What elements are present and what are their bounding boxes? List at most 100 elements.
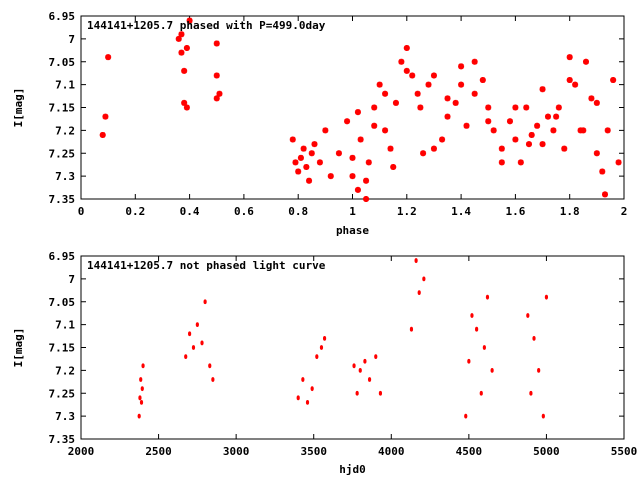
data-point	[444, 95, 451, 102]
y-tick-label: 7.05	[49, 296, 76, 309]
data-point	[297, 154, 304, 161]
data-point	[213, 95, 220, 102]
y-tick-label: 7	[68, 273, 75, 286]
data-point	[420, 150, 427, 157]
data-point	[615, 159, 622, 166]
x-tick-label: 3500	[300, 445, 327, 458]
data-point	[479, 390, 483, 396]
data-point	[528, 131, 535, 138]
data-point	[213, 72, 220, 79]
data-point	[183, 45, 190, 52]
data-point	[203, 299, 207, 305]
data-point	[208, 363, 212, 369]
data-point	[349, 154, 356, 161]
data-point	[544, 113, 551, 120]
data-point	[371, 122, 378, 129]
data-point	[403, 67, 410, 74]
data-point	[430, 72, 437, 79]
data-point	[355, 390, 359, 396]
data-point	[175, 35, 182, 42]
data-point	[463, 122, 470, 129]
data-point	[105, 54, 112, 61]
data-point	[464, 413, 468, 419]
y-tick-label: 7.35	[49, 193, 76, 206]
data-point	[498, 145, 505, 152]
y-tick-label: 7.05	[49, 56, 76, 69]
y-axis-label: I[mag]	[12, 328, 25, 368]
y-tick-label: 7.2	[55, 124, 75, 137]
data-point	[305, 400, 310, 405]
y-tick-label: 6.95	[49, 10, 76, 23]
data-point	[553, 113, 560, 120]
data-point	[517, 159, 524, 166]
data-point	[532, 335, 536, 341]
data-point	[475, 326, 479, 332]
data-point	[303, 163, 310, 170]
data-point	[444, 113, 451, 120]
data-point	[139, 400, 144, 405]
data-point	[387, 145, 394, 152]
data-point	[485, 104, 492, 111]
y-tick-label: 7.35	[49, 433, 76, 446]
y-tick-label: 7.25	[49, 147, 76, 160]
x-tick-label: 0.4	[180, 205, 200, 218]
data-point	[357, 136, 364, 143]
y-tick-label: 7	[68, 33, 75, 46]
data-point	[566, 77, 573, 84]
x-tick-label: 5000	[533, 445, 560, 458]
data-point	[580, 127, 587, 134]
x-tick-label: 1	[349, 205, 356, 218]
data-point	[138, 395, 142, 401]
data-point	[102, 113, 109, 120]
data-point	[537, 367, 541, 373]
data-point	[482, 345, 486, 350]
data-point	[422, 276, 426, 282]
data-point	[308, 150, 315, 157]
data-point	[296, 395, 300, 401]
data-point	[315, 354, 319, 360]
data-point	[506, 118, 513, 125]
data-point	[335, 150, 342, 157]
data-point	[544, 294, 549, 300]
data-point	[425, 81, 432, 88]
data-point	[213, 40, 220, 47]
x-axis-label: phase	[336, 224, 369, 237]
data-point	[378, 390, 383, 396]
chart-panel-2: 2000 2500 3000 3500 4000 4500 5000 5500 6.95 7 7.0…	[12, 250, 637, 476]
data-point	[178, 31, 185, 38]
data-point	[409, 326, 414, 332]
plot-frame	[80, 15, 625, 200]
data-point	[534, 122, 541, 129]
data-point	[99, 131, 106, 138]
data-point	[604, 127, 611, 134]
data-point	[566, 54, 573, 61]
data-point	[392, 99, 399, 106]
data-point	[374, 354, 378, 360]
x-tick-label: 2	[621, 205, 628, 218]
data-point	[512, 136, 519, 143]
data-point	[365, 159, 372, 166]
data-point	[485, 118, 492, 125]
y-axis-label: I[mag]	[12, 88, 25, 128]
data-point	[439, 136, 446, 143]
data-point	[452, 99, 459, 106]
x-tick-label: 1.8	[560, 205, 580, 218]
chart-title: 144141+1205.7 not phased light curve	[87, 259, 326, 272]
y-tick-label: 7.3	[55, 170, 75, 183]
data-point	[414, 90, 421, 97]
data-point	[398, 58, 405, 65]
x-axis-label: hjd0	[339, 463, 366, 476]
data-point	[490, 127, 497, 134]
x-tick-label: 1.2	[397, 205, 417, 218]
data-point	[327, 173, 334, 180]
data-point	[458, 63, 465, 70]
x-tick-label: 1.6	[505, 205, 525, 218]
data-point	[601, 191, 608, 198]
data-point	[550, 127, 557, 134]
x-tick-label: 2000	[68, 445, 95, 458]
data-point	[322, 127, 329, 134]
data-point	[306, 177, 313, 184]
data-point	[311, 141, 318, 148]
data-point	[490, 367, 494, 373]
